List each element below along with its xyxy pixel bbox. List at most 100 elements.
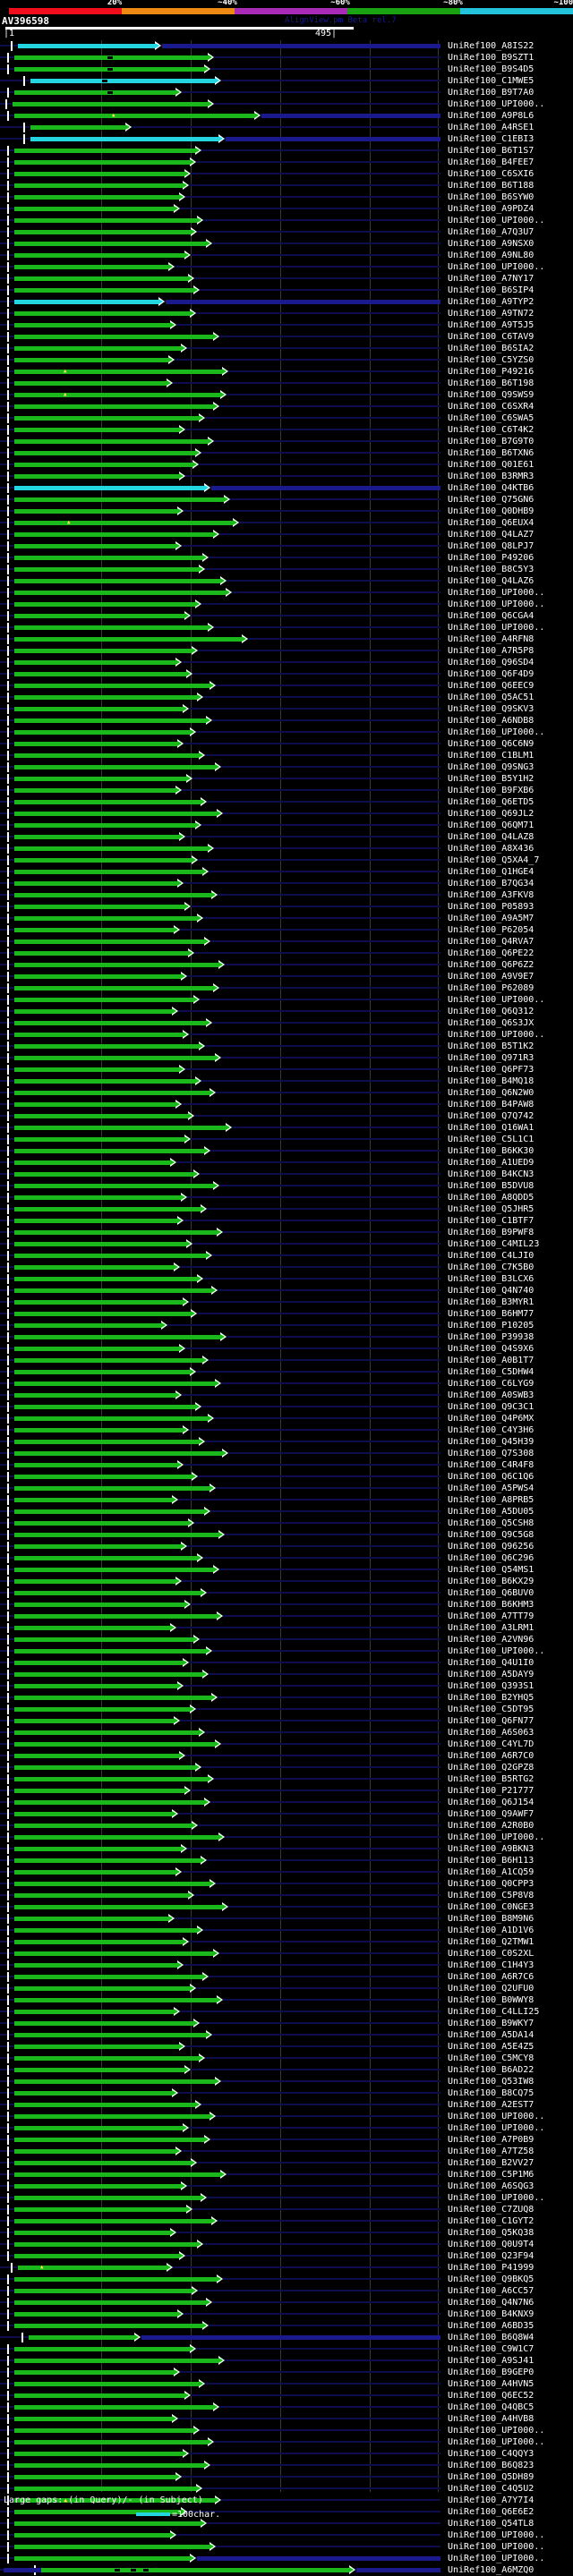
alignment-row[interactable]: UniRef100_B5RTG2 [0,1773,573,1785]
hsp-bar[interactable] [14,149,195,153]
alignment-row[interactable]: UniRef100_UPI000.. [0,2553,573,2564]
alignment-row[interactable]: UniRef100_B5T1K2 [0,1041,573,1052]
alignment-row[interactable]: UniRef100_Q4LAZ6 [0,575,573,587]
subject-accession-label[interactable]: UniRef100_UPI000.. [448,99,545,109]
subject-accession-label[interactable]: UniRef100_B6SIA2 [448,344,535,353]
alignment-row[interactable]: UniRef100_Q6CGA4 [0,610,573,622]
subject-accession-label[interactable]: UniRef100_Q45H39 [448,1437,535,1447]
hsp-bar[interactable] [14,1044,199,1049]
subject-accession-label[interactable]: UniRef100_B6TXN6 [448,448,535,458]
subject-accession-label[interactable]: UniRef100_UPI000.. [448,1030,545,1040]
hsp-bar[interactable] [14,1951,213,1956]
subject-accession-label[interactable]: UniRef100_B6AD22 [448,2065,535,2075]
alignment-row[interactable]: ▴ UniRef100_P41999 [0,2262,573,2274]
hsp-bar[interactable] [14,265,168,269]
alignment-row[interactable]: UniRef100_Q23F94 [0,2250,573,2262]
subject-accession-label[interactable]: UniRef100_A7Q3U7 [448,227,535,237]
hsp-bar[interactable] [14,486,204,490]
hsp-bar[interactable] [14,2498,215,2503]
alignment-row[interactable]: UniRef100_C4LJI0 [0,1250,573,1262]
hsp-bar[interactable] [14,2254,179,2258]
alignment-row[interactable]: UniRef100_Q4KTB6 [0,482,573,494]
subject-accession-label[interactable]: UniRef100_P41999 [448,2263,535,2273]
hsp-bar[interactable] [14,2370,174,2375]
hsp-bar[interactable] [14,370,222,374]
hsp-bar[interactable] [14,497,224,502]
subject-accession-label[interactable]: UniRef100_C6SWA5 [448,413,535,423]
alignment-row[interactable]: UniRef100_B6H113 [0,1855,573,1866]
hsp-bar[interactable] [14,2359,218,2363]
hsp-bar[interactable] [41,2568,349,2572]
alignment-row[interactable]: UniRef100_C6SWA5 [0,412,573,424]
alignment-row[interactable]: UniRef100_A9A5M7 [0,913,573,924]
subject-accession-label[interactable]: UniRef100_B3RMR3 [448,472,535,481]
subject-accession-label[interactable]: UniRef100_B2VV27 [448,2158,535,2168]
subject-accession-label[interactable]: UniRef100_B4KNX9 [448,2309,535,2319]
subject-accession-label[interactable]: UniRef100_Q9AWF7 [448,1809,535,1819]
subject-accession-label[interactable]: UniRef100_C9W1C7 [448,2344,535,2354]
hsp-bar[interactable] [14,1661,183,1665]
subject-accession-label[interactable]: UniRef100_A9V9E7 [448,972,535,982]
hsp-bar[interactable] [14,835,179,839]
hsp-bar[interactable] [14,2149,175,2154]
hsp-bar[interactable] [14,1649,206,1654]
subject-accession-label[interactable]: UniRef100_Q4S9X6 [448,1344,535,1354]
hsp-bar[interactable] [14,1230,217,1235]
hsp-bar[interactable] [14,2126,183,2130]
alignment-row[interactable]: UniRef100_Q6QM71 [0,820,573,831]
subject-accession-label[interactable]: UniRef100_B6T198 [448,378,535,388]
alignment-row[interactable]: UniRef100_P39938 [0,1331,573,1343]
hsp-bar[interactable] [14,428,179,432]
hsp-bar[interactable] [14,1614,217,1619]
subject-accession-label[interactable]: UniRef100_A7TZ58 [448,2147,535,2156]
alignment-row[interactable]: UniRef100_A6NDB8 [0,715,573,727]
hsp-bar[interactable] [14,404,213,409]
subject-accession-label[interactable]: UniRef100_B9S4D5 [448,64,535,74]
subject-accession-label[interactable]: UniRef100_A1CQ59 [448,1867,535,1877]
subject-accession-label[interactable]: UniRef100_C4R4F8 [448,1460,535,1470]
subject-accession-label[interactable]: UniRef100_A7Y7I4 [448,2495,535,2505]
alignment-row[interactable]: UniRef100_A1D1V6 [0,1925,573,1936]
hsp-bar[interactable] [14,591,226,595]
alignment-row[interactable]: UniRef100_B3LCX6 [0,1273,573,1285]
alignment-row[interactable]: UniRef100_P62054 [0,924,573,936]
subject-accession-label[interactable]: UniRef100_B7QG34 [448,879,535,888]
hsp-bar[interactable] [14,160,190,165]
alignment-row[interactable]: UniRef100_B9SZT1 [0,52,573,64]
subject-accession-label[interactable]: UniRef100_Q6EC52 [448,2391,535,2401]
subject-accession-label[interactable]: UniRef100_Q96SD4 [448,658,535,667]
hsp-bar[interactable] [14,1370,190,1374]
subject-accession-label[interactable]: UniRef100_C0S2XL [448,1949,535,1959]
subject-accession-label[interactable]: UniRef100_A2VN96 [448,1635,535,1645]
alignment-row[interactable]: UniRef100_C9W1C7 [0,2343,573,2355]
hsp-bar[interactable] [14,2533,170,2538]
hsp-bar[interactable] [14,300,158,304]
alignment-row[interactable]: UniRef100_B6AD22 [0,2064,573,2076]
hsp-bar[interactable] [14,311,190,316]
subject-accession-label[interactable]: UniRef100_A7TT79 [448,1611,535,1621]
alignment-row[interactable]: UniRef100_A4RSE1 [0,122,573,133]
hsp-bar[interactable] [14,753,199,758]
alignment-row[interactable]: UniRef100_C6SXI6 [0,168,573,180]
alignment-row[interactable]: UniRef100_B8C5Y3 [0,564,573,575]
subject-accession-label[interactable]: UniRef100_C6LYG9 [448,1379,535,1389]
subject-accession-label[interactable]: UniRef100_Q5XA4_7 [448,855,540,865]
subject-accession-label[interactable]: UniRef100_Q96256 [448,1542,535,1552]
hsp-bar[interactable] [14,1509,204,1514]
hsp-bar[interactable] [14,2231,170,2235]
alignment-row[interactable]: UniRef100_B5DVU8 [0,1180,573,1192]
hsp-bar[interactable] [14,195,179,200]
subject-accession-label[interactable]: UniRef100_Q6E6E2 [448,2507,535,2517]
subject-accession-label[interactable]: UniRef100_Q5CSH8 [448,1518,535,1528]
subject-accession-label[interactable]: UniRef100_Q6F4D9 [448,669,535,679]
alignment-row[interactable]: UniRef100_Q75GN6 [0,494,573,506]
hsp-bar[interactable] [14,602,195,607]
alignment-row[interactable]: UniRef100_Q6PE22 [0,948,573,959]
alignment-row[interactable]: UniRef100_UPI000.. [0,98,573,110]
subject-accession-label[interactable]: UniRef100_C1GYT2 [448,2216,535,2226]
subject-accession-label[interactable]: UniRef100_UPI000.. [448,2542,545,2552]
subject-accession-label[interactable]: UniRef100_UPI000.. [448,2426,545,2436]
subject-accession-label[interactable]: UniRef100_Q4P6MX [448,1414,535,1424]
alignment-row[interactable]: UniRef100_Q6F4D9 [0,668,573,680]
alignment-row[interactable]: UniRef100_C5P1M6 [0,2169,573,2181]
